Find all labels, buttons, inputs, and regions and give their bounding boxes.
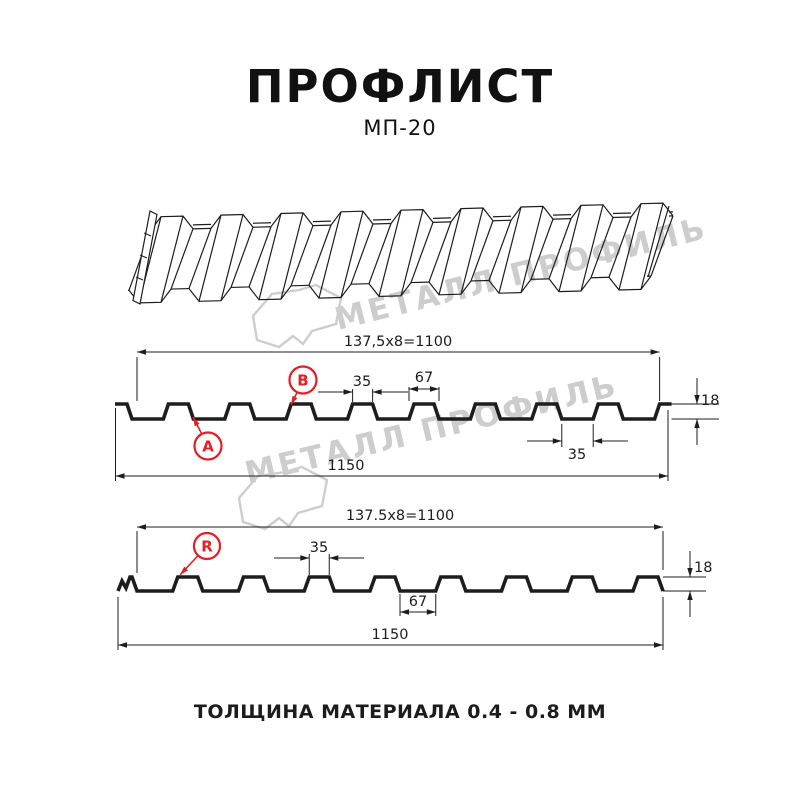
callout-circle [288,365,318,395]
sheet-3d-view [127,202,674,305]
dim-height-2: 18 [694,560,712,576]
callout-b: B [288,365,318,406]
dim-total-2: 1150 [372,627,409,643]
metall-profil-logo [237,465,329,531]
profile-section-ab [115,402,672,421]
dim-rib-base-1: 67 [415,370,433,386]
dim-pitch-1: 137,5x8=1100 [344,334,452,350]
callout-a: A [192,416,223,461]
metall-profil-logo [251,283,343,349]
dim-valley-2: 67 [409,594,427,610]
dim-pitch-2: 137.5x8=1100 [346,508,454,524]
callout-letter-a: A [202,438,214,456]
section-diagram-ab: 137,5x8=1100 35 67 18 35 1150 A B [115,334,719,481]
dim-total-1: 1150 [328,458,365,474]
dim-underside-1: 35 [568,447,586,463]
callout-letter-r: R [201,538,213,556]
page-subtitle: МП-20 [363,116,437,140]
dim-height-1: 18 [701,393,719,409]
dim-rib-top-2: 35 [310,540,328,556]
profile-section-r [116,575,665,593]
dim-rib-top-1: 35 [353,374,371,390]
callout-letter-b: B [297,372,308,390]
callout-r: R [179,531,222,576]
section-diagram-r: 137.5x8=1100 35 67 18 1150 R [116,508,712,650]
callout-circle [192,531,222,561]
material-thickness-note: ТОЛЩИНА МАТЕРИАЛА 0.4 - 0.8 ММ [193,701,607,723]
callout-circle [193,431,223,461]
page-title: ПРОФЛИСТ [245,60,555,113]
